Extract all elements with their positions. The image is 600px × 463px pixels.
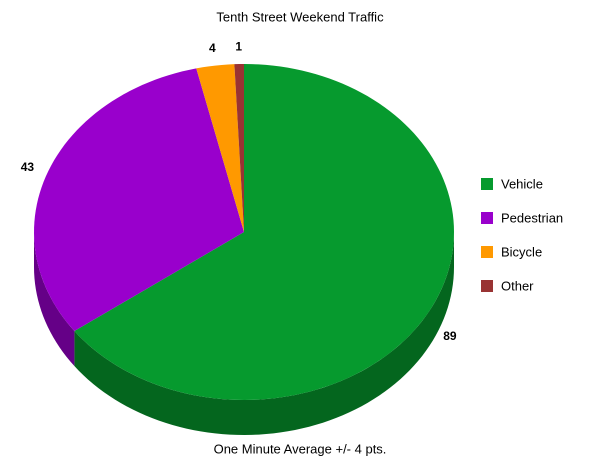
legend-swatch [481,212,493,224]
data-label: 89 [443,329,457,343]
legend-swatch [481,246,493,258]
data-label: 43 [21,160,35,174]
data-label: 1 [235,39,242,53]
pie-slice [196,64,244,232]
legend-swatch [481,178,493,190]
chart-subtitle: One Minute Average +/- 4 pts. [214,441,387,456]
pie-side [34,232,75,367]
pie-slice [34,68,244,332]
legend-label: Vehicle [501,176,543,191]
data-label: 4 [209,41,216,55]
legend-label: Bicycle [501,244,542,259]
legend-swatch [481,280,493,292]
chart-title: Tenth Street Weekend Traffic [216,9,384,24]
pie-side [74,232,455,435]
pie-slice [234,64,244,232]
pie-slice [74,64,454,400]
legend-label: Other [501,278,534,293]
legend-label: Pedestrian [501,210,563,225]
